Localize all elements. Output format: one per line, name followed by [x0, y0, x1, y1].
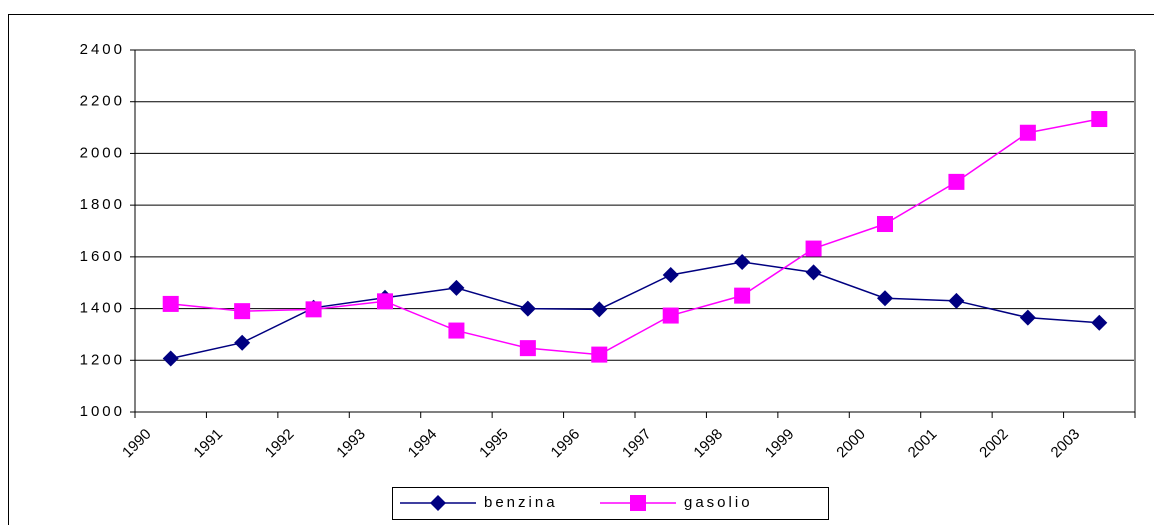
marker — [1019, 309, 1036, 326]
marker — [948, 292, 965, 309]
legend-label: benzina — [484, 494, 558, 511]
marker — [1019, 124, 1036, 141]
marker — [448, 322, 465, 339]
y-tick-label: 2000 — [80, 144, 125, 161]
marker — [662, 307, 679, 324]
x-tick-label: 1996 — [548, 426, 584, 462]
x-tick-label: 1999 — [762, 426, 798, 462]
marker — [805, 240, 822, 257]
legend-marker — [430, 495, 446, 511]
marker — [234, 334, 251, 351]
marker — [1091, 314, 1108, 331]
x-tick-label: 1992 — [262, 426, 298, 462]
y-tick-label: 2400 — [80, 41, 125, 58]
marker — [877, 290, 893, 307]
marker — [734, 287, 751, 304]
marker — [734, 254, 751, 271]
marker — [1091, 111, 1108, 128]
marker — [162, 350, 179, 367]
x-tick-label: 2000 — [833, 426, 869, 462]
x-tick-label: 1993 — [333, 426, 369, 462]
x-tick-label: 2001 — [905, 426, 941, 462]
chart-frame — [8, 14, 1154, 525]
series-line — [170, 261, 1100, 360]
y-tick-label: 2200 — [80, 93, 125, 110]
x-tick-label: 1998 — [690, 426, 726, 462]
y-tick-label: 1200 — [80, 351, 125, 368]
marker — [877, 216, 893, 233]
legend-label: gasolio — [684, 494, 753, 511]
marker — [591, 301, 608, 318]
marker — [948, 173, 965, 190]
legend-marker — [630, 495, 646, 511]
series-line — [170, 118, 1100, 356]
x-tick-label: 2002 — [976, 426, 1012, 462]
x-tick-label: 1994 — [405, 426, 441, 462]
marker — [448, 279, 465, 296]
y-tick-label: 1000 — [80, 403, 125, 420]
marker — [591, 346, 608, 363]
marker — [305, 301, 322, 318]
marker — [662, 266, 679, 283]
marker — [377, 293, 393, 310]
y-tick-label: 1800 — [80, 196, 125, 213]
marker — [234, 303, 251, 320]
marker — [805, 264, 822, 281]
y-tick-label: 1400 — [80, 300, 125, 317]
y-tick-label: 1600 — [80, 248, 125, 265]
marker — [162, 295, 179, 312]
x-tick-label: 1997 — [619, 426, 655, 462]
x-tick-label: 1995 — [476, 426, 512, 462]
x-tick-label: 2003 — [1048, 426, 1084, 462]
marker — [519, 340, 536, 357]
marker — [519, 300, 536, 317]
x-tick-label: 1991 — [190, 426, 226, 462]
x-tick-label: 1990 — [119, 426, 155, 462]
